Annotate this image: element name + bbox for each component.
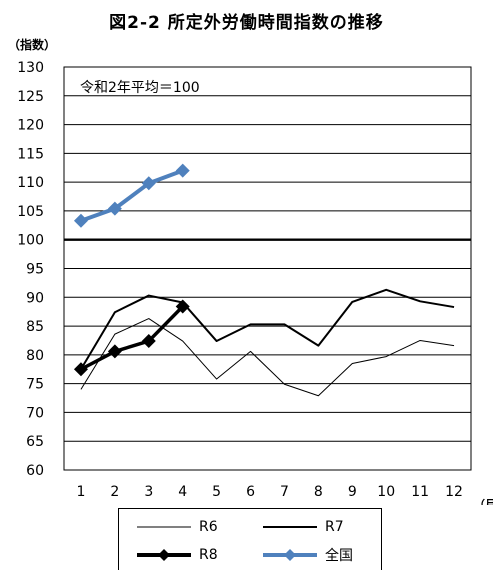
y-tick-label: 60 — [26, 463, 44, 479]
legend-item-r8: R8 — [137, 543, 218, 567]
series-line-R8 — [80, 305, 184, 371]
data-point-R8 — [141, 334, 156, 349]
data-point-全国 — [175, 163, 190, 178]
legend: R6 R7 R8 全国 — [118, 508, 382, 570]
y-tick-label: 130 — [17, 60, 44, 76]
y-tick-label: 115 — [17, 146, 44, 162]
y-tick-label: 85 — [26, 319, 44, 335]
x-tick-label: 11 — [411, 484, 429, 500]
data-point-R8 — [175, 299, 190, 314]
y-tick-label: 95 — [26, 262, 44, 278]
data-point-R8 — [107, 344, 122, 359]
y-tick-label: 65 — [26, 434, 44, 450]
x-tick-label: 1 — [76, 484, 85, 500]
series-line-R6 — [80, 318, 455, 397]
chart-title: 図2-2 所定外労働時間指数の推移 — [109, 13, 384, 33]
legend-label-r6: R6 — [199, 519, 218, 535]
x-tick-label: 12 — [445, 484, 463, 500]
legend-item-national: 全国 — [263, 543, 353, 567]
x-axis-unit: （月） — [474, 498, 493, 505]
legend-label-r8: R8 — [199, 547, 218, 563]
data-point-R8 — [73, 362, 88, 377]
data-point-全国 — [107, 201, 122, 216]
x-tick-label: 2 — [110, 484, 119, 500]
y-tick-label: 105 — [17, 204, 44, 220]
y-tick-label: 125 — [17, 89, 44, 105]
y-tick-label: 80 — [26, 348, 44, 364]
y-tick-label: 90 — [26, 290, 44, 306]
x-tick-label: 5 — [212, 484, 221, 500]
annotation-baseline: 令和2年平均＝100 — [80, 80, 200, 96]
x-tick-label: 10 — [377, 484, 395, 500]
data-point-全国 — [73, 213, 88, 228]
legend-label-national: 全国 — [325, 548, 353, 564]
y-tick-label: 110 — [17, 175, 44, 191]
data-point-全国 — [141, 176, 156, 191]
x-tick-label: 3 — [144, 484, 153, 500]
x-tick-label: 6 — [246, 484, 255, 500]
y-tick-label: 70 — [26, 405, 44, 421]
y-tick-label: 120 — [17, 118, 44, 134]
x-tick-label: 7 — [280, 484, 289, 500]
y-axis-unit: （指数） — [8, 38, 57, 52]
legend-item-r6: R6 — [137, 515, 218, 539]
series-line-全国 — [80, 168, 184, 223]
x-tick-label: 8 — [314, 484, 323, 500]
y-tick-label: 75 — [26, 377, 44, 393]
x-tick-label: 4 — [178, 484, 187, 500]
y-tick-label: 100 — [17, 233, 44, 249]
legend-label-r7: R7 — [325, 519, 344, 535]
legend-item-r7: R7 — [263, 515, 344, 539]
series-line-R7 — [80, 288, 455, 370]
x-tick-label: 9 — [348, 484, 357, 500]
